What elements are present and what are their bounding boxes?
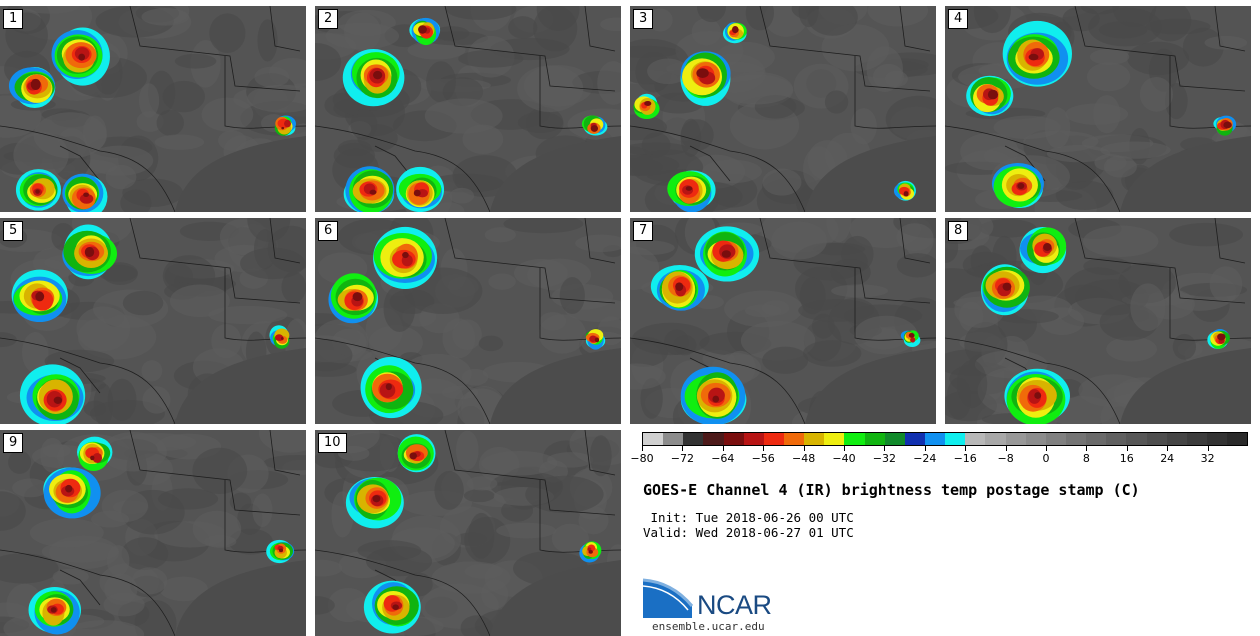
colorbar-ticks: −80 −72 −64 −56 −48 −40 −32 −24 −16 −8 0 8 16 24 32 [630, 446, 1248, 468]
member-panel-1: 1 [0, 6, 306, 212]
init-time: Init: Tue 2018-06-26 00 UTC [643, 510, 854, 525]
colorbar-swatch [743, 433, 764, 445]
colorbar-tick-label: −64 [711, 452, 735, 465]
colorbar-swatch [763, 433, 784, 445]
colorbar-tick [1207, 446, 1209, 451]
colorbar-swatch [1166, 433, 1187, 445]
colorbar-tick [1126, 446, 1128, 451]
satellite-image [630, 218, 936, 424]
colorbar-tick-label: −48 [791, 452, 816, 465]
colorbar-tick-label: 0 [1042, 452, 1050, 465]
colorbar-swatch [844, 433, 865, 445]
colorbar-tick-label: −24 [913, 452, 937, 465]
satellite-image [0, 218, 306, 424]
colorbar-tick [763, 446, 765, 451]
panel-label: 4 [948, 9, 969, 29]
member-panel-4: 4 [945, 6, 1251, 212]
member-panel-10: 10 [315, 430, 621, 636]
colorbar-swatch [904, 433, 925, 445]
colorbar-tick [1086, 446, 1088, 451]
satellite-image [315, 430, 621, 636]
colorbar-tick-label: 16 [1119, 452, 1134, 465]
colorbar-tick-label: −56 [751, 452, 775, 465]
colorbar-tick [1005, 446, 1007, 451]
colorbar-swatch [1086, 433, 1107, 445]
colorbar-tick [1167, 446, 1169, 451]
colorbar-swatch [924, 433, 946, 445]
panel-label: 10 [318, 433, 347, 453]
colorbar-swatch [1186, 433, 1207, 445]
colorbar-swatch [1005, 433, 1026, 445]
colorbar-swatch [683, 433, 704, 445]
member-panel-6: 6 [315, 218, 621, 424]
panel-label: 9 [3, 433, 24, 453]
colorbar-swatch [1146, 433, 1167, 445]
colorbar-tick [924, 446, 926, 451]
satellite-image [0, 6, 306, 212]
colorbar-swatch [824, 433, 845, 445]
member-panel-8: 8 [945, 218, 1251, 424]
colorbar-swatch [1206, 433, 1228, 445]
colorbar-swatch [945, 433, 966, 445]
colorbar-swatch [703, 433, 724, 445]
colorbar-tick [722, 446, 724, 451]
satellite-image [315, 218, 621, 424]
panel-label: 7 [633, 221, 654, 241]
colorbar-tick-label: 8 [1082, 452, 1090, 465]
colorbar-tick [682, 446, 684, 451]
chart-title: GOES-E Channel 4 (IR) brightness temp po… [643, 481, 1140, 499]
satellite-image [0, 430, 306, 636]
ncar-logo-icon [642, 578, 694, 618]
colorbar-swatch [723, 433, 744, 445]
panel-label: 2 [318, 9, 339, 29]
member-panel-9: 9 [0, 430, 306, 636]
member-panel-3: 3 [630, 6, 936, 212]
colorbar-tick [803, 446, 805, 451]
colorbar-tick [884, 446, 886, 451]
satellite-image [630, 6, 936, 212]
panel-label: 1 [3, 9, 24, 29]
colorbar-swatch [1227, 433, 1248, 445]
panel-label: 3 [633, 9, 654, 29]
colorbar-tick-label: 24 [1160, 452, 1175, 465]
colorbar-tick-label: 32 [1200, 452, 1215, 465]
colorbar-swatch [643, 433, 664, 445]
valid-time: Valid: Wed 2018-06-27 01 UTC [643, 525, 854, 540]
panel-label: 5 [3, 221, 24, 241]
satellite-image [315, 6, 621, 212]
colorbar-tick-label: −72 [670, 452, 694, 465]
panel-label: 6 [318, 221, 339, 241]
colorbar-tick [1046, 446, 1047, 451]
colorbar-tick-label: −40 [832, 452, 856, 465]
colorbar-tick [642, 446, 643, 451]
colorbar-swatch [864, 433, 885, 445]
colorbar-tick [965, 446, 967, 451]
colorbar-tick-label: −32 [872, 452, 896, 465]
colorbar-swatch [1065, 433, 1087, 445]
colorbar-swatch [985, 433, 1006, 445]
satellite-image [945, 218, 1251, 424]
colorbar-swatch [783, 433, 805, 445]
satellite-image [945, 6, 1251, 212]
member-panel-7: 7 [630, 218, 936, 424]
colorbar-swatch [1106, 433, 1127, 445]
panel-label: 8 [948, 221, 969, 241]
colorbar-swatch [1025, 433, 1046, 445]
colorbar-swatch [1126, 433, 1147, 445]
colorbar-tick [844, 446, 845, 451]
colorbar [642, 432, 1248, 446]
colorbar-swatch [663, 433, 684, 445]
site-url: ensemble.ucar.edu [652, 620, 765, 633]
colorbar-swatch [965, 433, 986, 445]
colorbar-swatch [804, 433, 825, 445]
colorbar-swatch [1045, 433, 1066, 445]
logo-text: NCAR [697, 590, 772, 620]
colorbar-swatch [884, 433, 905, 445]
colorbar-tick-label: −16 [953, 452, 977, 465]
member-panel-5: 5 [0, 218, 306, 424]
colorbar-tick-label: −8 [997, 452, 1014, 465]
colorbar-tick-label: −80 [630, 452, 654, 465]
member-panel-2: 2 [315, 6, 621, 212]
